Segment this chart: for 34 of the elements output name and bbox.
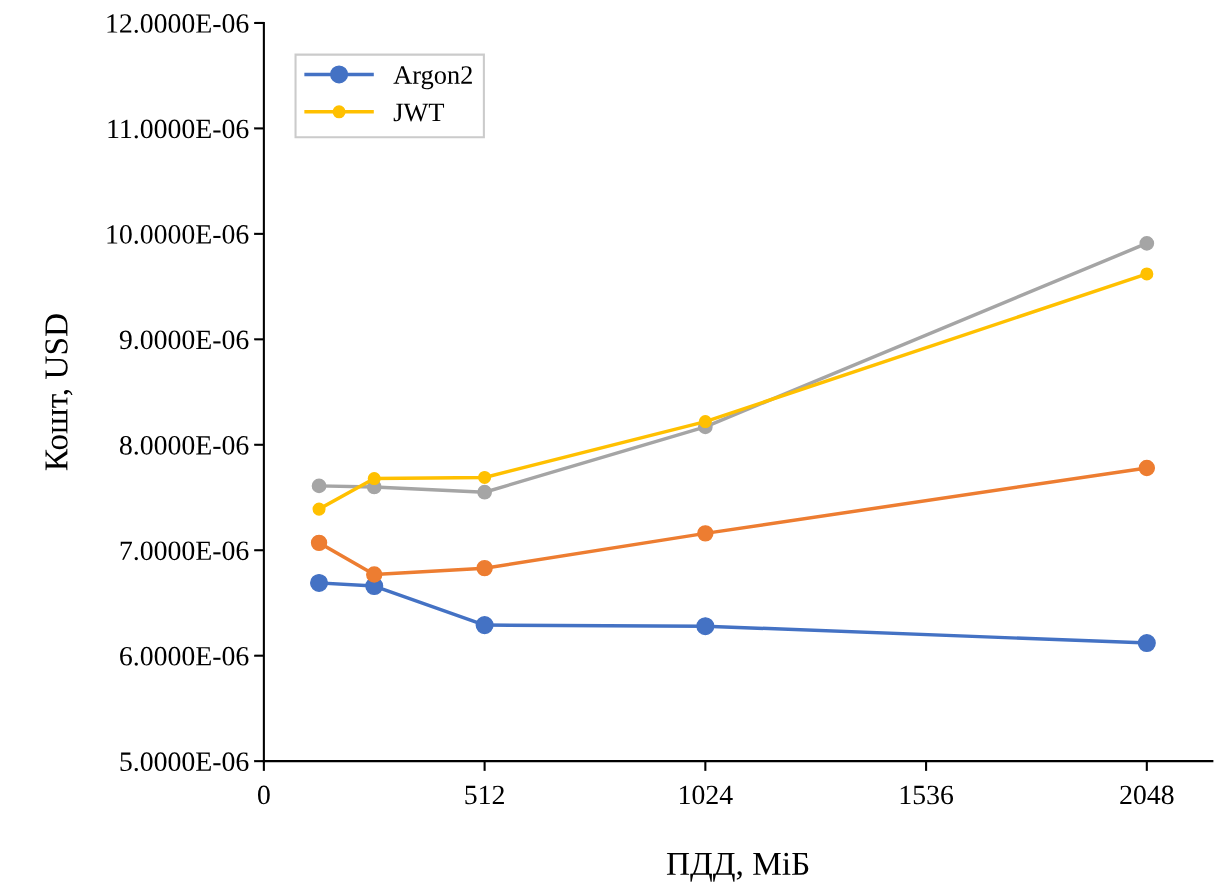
point (1140, 267, 1154, 281)
legend-label: JWT (393, 103, 445, 122)
x-tick-label: 1536 (900, 785, 954, 805)
point (311, 478, 327, 494)
point (366, 566, 383, 583)
y-tick-label: 10.0000E-06 (107, 225, 249, 244)
point (697, 525, 714, 542)
point (310, 573, 329, 592)
y-tick-label: 7.0000E-06 (120, 541, 249, 561)
point (367, 471, 381, 486)
point (475, 616, 494, 635)
point (1138, 459, 1156, 477)
y-tick-label: 12.0000E-06 (107, 14, 249, 33)
point (477, 484, 492, 500)
x-tick-label: 1024 (680, 785, 733, 805)
y-tick-label: 6.0000E-06 (120, 646, 249, 666)
x-tick-label: 512 (465, 785, 504, 805)
x-tick-label: 2048 (1120, 785, 1174, 805)
x-tick-label: 0 (257, 785, 270, 805)
point (310, 534, 328, 552)
y-tick-label: 5.0000E-06 (120, 752, 249, 772)
point (312, 502, 326, 516)
point (476, 559, 493, 577)
point (698, 415, 712, 429)
x-axis-title: ПДД, МіБ (666, 852, 809, 882)
y-tick-label: 9.0000E-06 (119, 330, 249, 350)
point (478, 470, 492, 484)
legend-label: Argon2 (393, 66, 472, 90)
y-tick-label: 8.0000E-06 (119, 435, 249, 455)
point (1139, 235, 1155, 251)
point (1137, 634, 1156, 653)
point (696, 617, 715, 636)
y-tick-label: 11.0000E-06 (108, 119, 249, 139)
y-axis-title: Кошт, USD (45, 314, 73, 471)
